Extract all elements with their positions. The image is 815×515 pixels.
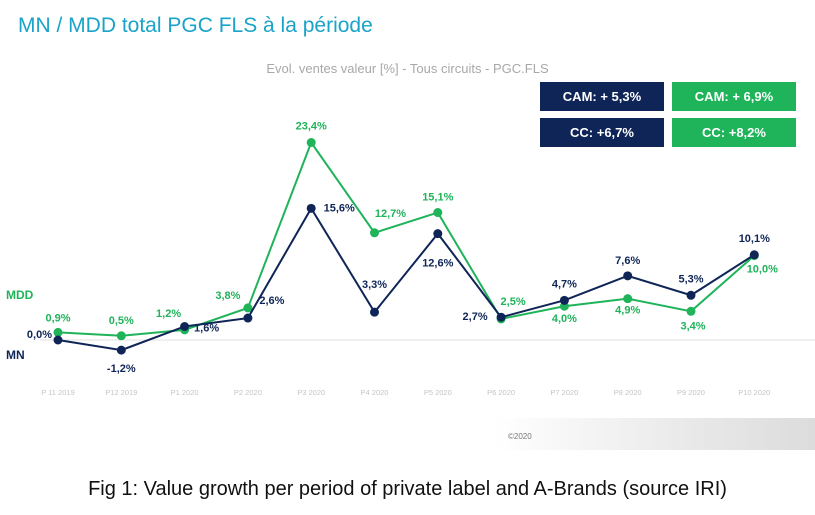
data-point-mn: [243, 313, 253, 323]
mdd-cc-badge: CC: +8,2%: [672, 118, 796, 147]
data-point-mn: [749, 250, 759, 260]
x-tick-label: P3 2020: [297, 388, 325, 397]
mn-cc-badge: CC: +6,7%: [540, 118, 664, 147]
chart-subtitle: Evol. ventes valeur [%] - Tous circuits …: [266, 61, 549, 76]
data-label-mn: 2,6%: [259, 295, 284, 307]
data-point-mdd: [53, 327, 63, 337]
x-tick-label: P4 2020: [361, 388, 389, 397]
data-label-mdd: 0,9%: [45, 312, 70, 324]
data-point-mdd: [686, 306, 696, 316]
data-label-mn: -1,2%: [107, 363, 136, 375]
data-label-mn: 1,6%: [194, 322, 219, 334]
data-label-mdd: 3,4%: [680, 320, 705, 332]
data-label-mdd: 10,0%: [747, 264, 778, 276]
x-tick-label: P5 2020: [424, 388, 452, 397]
data-label-mn: 3,3%: [362, 279, 387, 291]
series-name-mdd: MDD: [6, 288, 34, 302]
data-point-mn: [180, 321, 190, 331]
data-label-mn: 2,7%: [463, 311, 488, 323]
data-label-mn: 12,6%: [422, 258, 453, 270]
x-tick-label: P10 2020: [738, 388, 770, 397]
data-label-mdd: 15,1%: [422, 192, 453, 204]
copyright-band: [495, 418, 815, 450]
x-tick-label: P6 2020: [487, 388, 515, 397]
data-point-mdd: [433, 208, 443, 218]
series-line-mdd: [57, 140, 755, 337]
x-tick-label: P7 2020: [550, 388, 578, 397]
data-point-mn: [116, 345, 126, 355]
data-label-mn: 5,3%: [678, 273, 703, 285]
data-point-mn: [433, 229, 443, 239]
data-label-mdd: 4,9%: [615, 305, 640, 317]
x-tick-label: P 11 2019: [41, 388, 75, 397]
copyright-text: ©2020: [508, 432, 532, 441]
x-tick-label: P1 2020: [171, 388, 199, 397]
x-tick-label: P8 2020: [614, 388, 642, 397]
mdd-cam-badge: CAM: + 6,9%: [672, 82, 796, 111]
data-label-mdd: 3,8%: [215, 290, 240, 302]
data-label-mn: 0,0%: [27, 329, 52, 341]
data-point-mn: [306, 203, 316, 213]
page-title: MN / MDD total PGC FLS à la période: [18, 14, 373, 37]
data-label-mdd: 4,0%: [552, 313, 577, 325]
data-label-mn: 15,6%: [324, 202, 355, 214]
data-point-mdd: [623, 294, 633, 304]
mn-cam-badge: CAM: + 5,3%: [540, 82, 664, 111]
x-tick-label: P9 2020: [677, 388, 705, 397]
data-point-mn: [496, 312, 506, 322]
figure-caption: Fig 1: Value growth per period of privat…: [88, 478, 727, 500]
data-label-mdd: 12,7%: [375, 208, 406, 220]
x-tick-label: P2 2020: [234, 388, 262, 397]
data-label-mdd: 1,2%: [156, 308, 181, 320]
data-point-mn: [370, 307, 379, 317]
x-tick-label: P12 2019: [105, 388, 137, 397]
data-point-mn: [623, 271, 633, 281]
data-label-mn: 4,7%: [552, 278, 577, 290]
data-label-mdd: 23,4%: [296, 121, 327, 133]
line-chart: P 11 2019 P12 2019 P1 2020 P2 2020 P3 2020 P4…: [6, 121, 815, 397]
series-name-mn: MN: [6, 348, 25, 362]
data-point-mdd: [370, 228, 379, 238]
data-point-mdd: [116, 331, 126, 341]
data-label-mn: 10,1%: [739, 233, 770, 245]
data-point-mdd: [306, 138, 316, 148]
data-label-mdd: 2,5%: [501, 296, 526, 308]
series-line-mn: [57, 206, 755, 352]
data-label-mn: 7,6%: [615, 255, 640, 267]
data-label-mdd: 0,5%: [109, 315, 134, 327]
data-point-mn: [53, 335, 63, 345]
data-point-mn: [686, 290, 696, 300]
data-point-mdd: [243, 303, 253, 313]
data-point-mn: [559, 295, 569, 305]
